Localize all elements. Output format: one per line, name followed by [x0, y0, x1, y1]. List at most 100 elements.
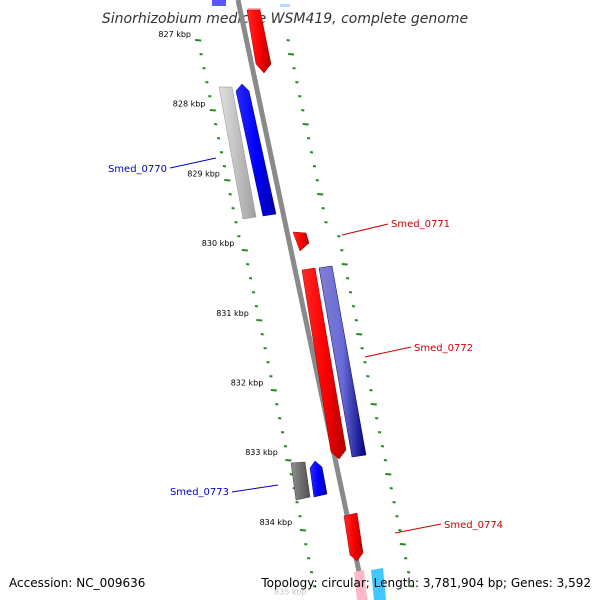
gc-dash	[280, 431, 285, 434]
gc-dash	[409, 585, 414, 588]
ruler-tick-label: 835 kbp	[274, 588, 307, 597]
ruler-tick-label: 831 kbp	[216, 309, 249, 318]
gc-dash	[256, 319, 263, 322]
gc-dash	[228, 193, 232, 196]
gc-skew-track	[195, 39, 414, 588]
gc-dash	[205, 81, 209, 84]
gene-arrow-smed-0771	[292, 231, 310, 252]
leader-smed-0774	[394, 523, 442, 534]
gc-dash	[309, 571, 314, 574]
gc-dash	[298, 515, 302, 518]
gc-dash	[302, 123, 309, 126]
gc-dash	[299, 529, 306, 532]
gene-arrow-partial-bottom-2	[371, 568, 386, 600]
leader-smed-0772	[364, 346, 412, 358]
gc-dash	[301, 109, 305, 112]
gene-arrow-navy	[318, 265, 367, 458]
gene-label-smed-0773[interactable]: Smed_0773	[170, 487, 229, 498]
gc-dash	[286, 39, 290, 42]
gc-dash	[321, 207, 325, 210]
gc-dash	[383, 459, 388, 462]
gc-dash	[351, 305, 356, 308]
gc-dash	[266, 361, 270, 364]
ruler-tick-label: 830 kbp	[202, 239, 235, 248]
gc-dash	[270, 389, 277, 392]
gc-dash	[312, 585, 317, 588]
gene-label-smed-0774[interactable]: Smed_0774	[444, 520, 503, 531]
gc-dash	[214, 123, 218, 126]
gene-arrow-partial-bottom-1	[354, 570, 367, 600]
gc-dash	[251, 291, 256, 294]
gc-dash	[298, 95, 302, 98]
gc-dash	[398, 529, 402, 532]
gene-arrow-partial-top	[212, 0, 226, 6]
ruler-tick-label: 833 kbp	[245, 448, 278, 457]
gc-dash	[260, 333, 264, 336]
ruler-tick-label: 834 kbp	[260, 518, 293, 527]
gc-dash	[246, 263, 250, 266]
gc-dash	[275, 403, 279, 406]
gc-dash	[306, 137, 311, 140]
leader-smed-0770	[169, 157, 217, 169]
gene-arrow-smed-0773	[309, 460, 328, 498]
gc-dash	[375, 417, 379, 420]
gene-arrow-smed-0774	[343, 512, 364, 562]
gc-dash	[254, 305, 259, 308]
map-title: Sinorhizobium medicae WSM419, complete g…	[102, 11, 468, 27]
gene-arrow-smed-0770	[235, 83, 277, 217]
gc-dash	[406, 571, 411, 574]
gc-dash	[345, 277, 350, 280]
gc-dash	[209, 109, 216, 112]
gene-label-smed-0770[interactable]: Smed_0770	[108, 164, 167, 175]
gc-dash	[337, 235, 341, 238]
gc-dash	[354, 319, 358, 322]
gc-dash	[224, 179, 231, 182]
gc-dash	[285, 459, 292, 462]
gc-dash	[219, 151, 224, 154]
ruler-tick-label: 829 kbp	[187, 169, 220, 178]
gc-dash	[356, 333, 363, 336]
gc-dash	[317, 193, 324, 196]
gc-dash	[377, 431, 382, 434]
gene-arrow-faint-top	[280, 4, 290, 7]
gc-dash	[363, 361, 367, 364]
gc-dash	[231, 207, 235, 210]
gc-dash	[237, 235, 241, 238]
ruler-tick-label: 827 kbp	[158, 30, 191, 39]
gene-arrow-red-top	[246, 9, 272, 74]
gene-label-smed-0772[interactable]: Smed_0772	[414, 343, 473, 354]
gc-dash	[380, 445, 385, 448]
gc-dash	[360, 347, 364, 350]
genome-summary-text: Topology: circular; Length: 3,781,904 bp…	[261, 576, 591, 590]
gene-label-smed-0771[interactable]: Smed_0771	[391, 219, 450, 230]
accession-text: Accession: NC_009636	[9, 576, 146, 590]
gc-dash	[269, 375, 273, 378]
gc-dash	[341, 263, 348, 266]
gc-dash	[292, 67, 296, 70]
gc-dash	[366, 375, 370, 378]
gene-arrow-dark	[290, 461, 311, 501]
leader-smed-0773	[231, 484, 279, 493]
kbp-ruler: 827 kbp 828 kbp 829 kbp 830 kbp 831 kbp 832 k…	[158, 30, 306, 597]
leader-smed-0771	[341, 223, 389, 236]
ruler-tick-label: 832 kbp	[231, 379, 264, 388]
gc-dash	[324, 221, 328, 224]
gc-dash	[370, 403, 377, 406]
gc-dash	[404, 557, 408, 560]
gc-dash	[263, 347, 267, 350]
gc-dash	[248, 277, 253, 280]
gc-dash	[369, 389, 373, 392]
gc-dash	[288, 53, 295, 56]
gc-dash	[399, 543, 406, 546]
gc-dash	[315, 179, 319, 182]
gc-dash	[195, 39, 202, 42]
gc-dash	[234, 221, 238, 224]
gc-dash	[348, 291, 353, 294]
gc-dash	[199, 53, 203, 56]
gc-dash	[295, 501, 299, 504]
gc-dash	[222, 165, 227, 168]
gc-dash	[241, 249, 248, 252]
gc-dash	[304, 543, 308, 546]
gene-arrow-grey	[218, 86, 257, 220]
